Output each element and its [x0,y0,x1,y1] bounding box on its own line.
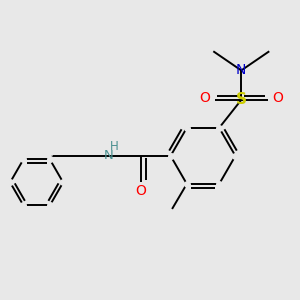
Text: N: N [104,149,114,162]
Text: O: O [136,184,147,198]
Text: O: O [273,91,283,104]
Text: S: S [236,92,247,107]
Text: H: H [110,140,118,153]
Text: O: O [199,91,210,104]
Text: N: N [236,63,247,77]
